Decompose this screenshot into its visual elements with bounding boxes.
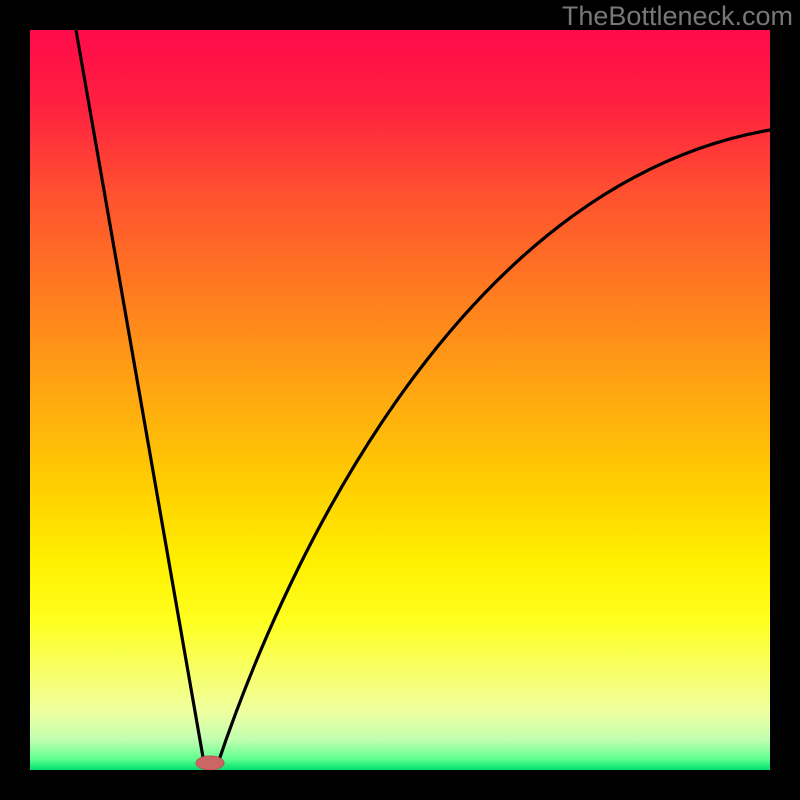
optimal-point-marker — [196, 756, 224, 770]
chart-container: TheBottleneck.com — [0, 0, 800, 800]
watermark-text: TheBottleneck.com — [562, 1, 793, 32]
bottleneck-chart — [0, 0, 800, 800]
